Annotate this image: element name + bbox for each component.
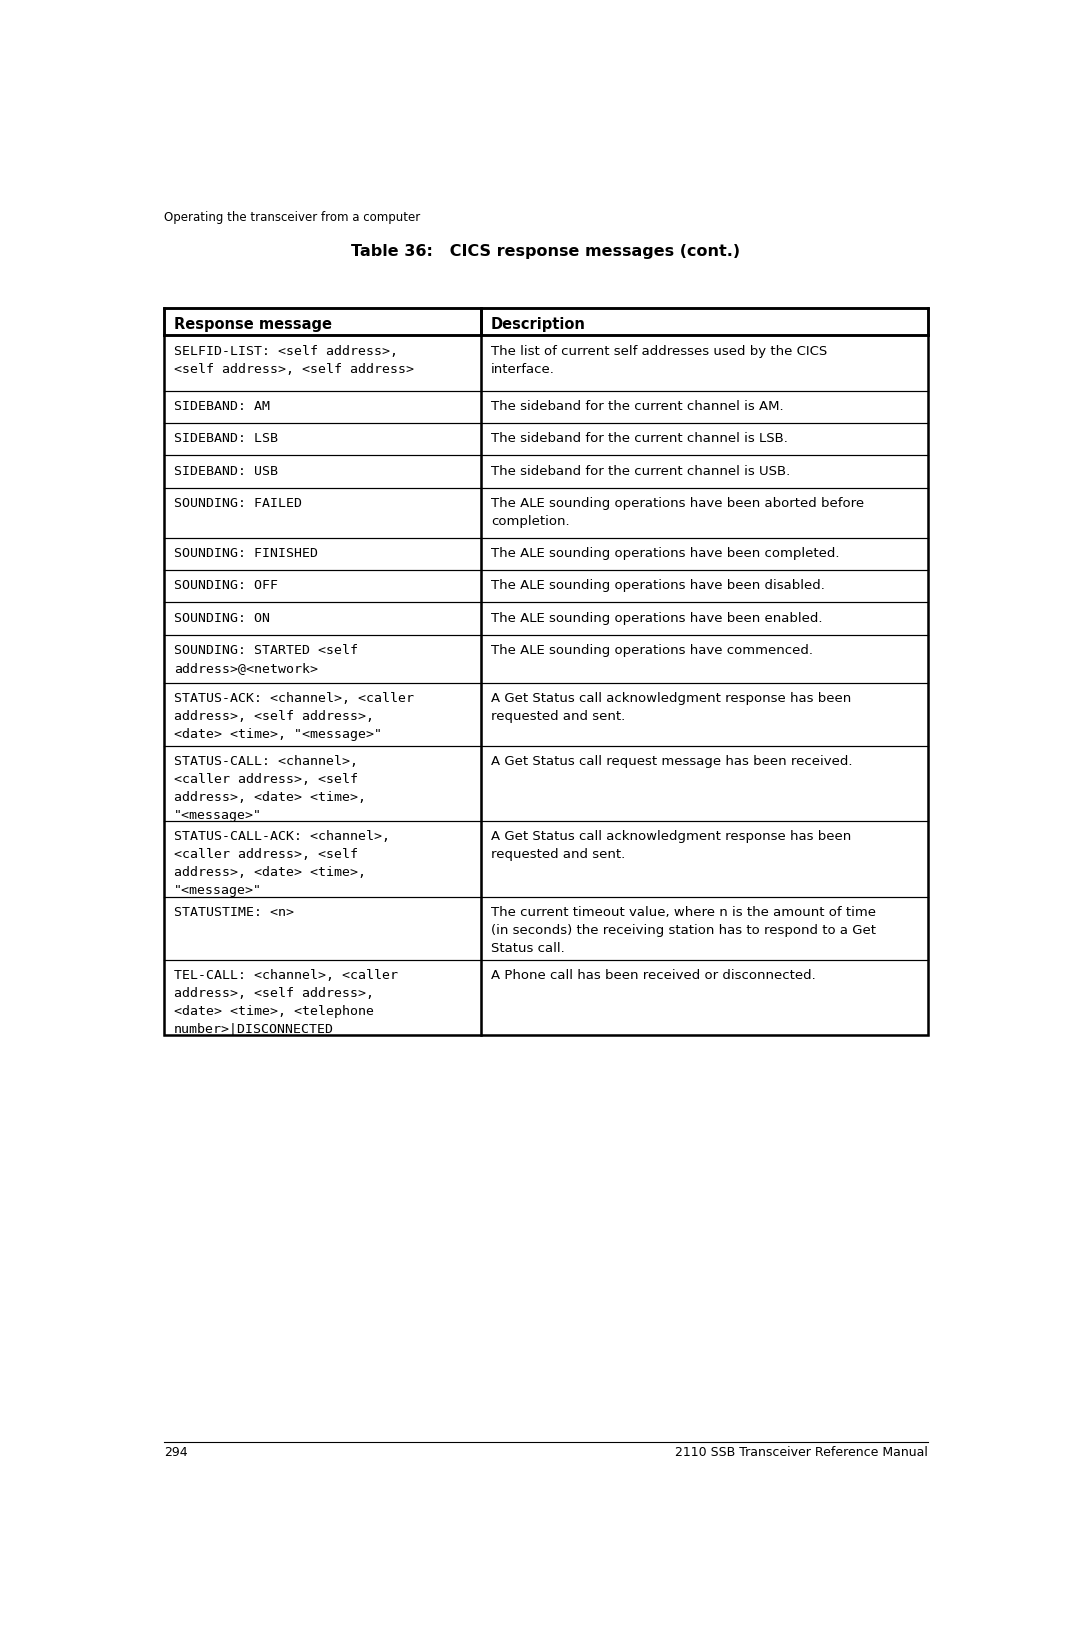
Text: SOUNDING: OFF: SOUNDING: OFF [175,579,278,592]
Text: The ALE sounding operations have been enabled.: The ALE sounding operations have been en… [491,611,822,624]
Text: A Get Status call acknowledgment response has been
requested and sent.: A Get Status call acknowledgment respons… [491,692,851,723]
Bar [164,308,481,336]
Text: The list of current self addresses used by the CICS
interface.: The list of current self addresses used … [491,344,828,375]
Bar [481,603,928,634]
Text: STATUS-CALL-ACK: <channel>,
<caller address>, <self
address>, <date> <time>,
"<m: STATUS-CALL-ACK: <channel>, <caller addr… [175,831,390,898]
Text: SIDEBAND: AM: SIDEBAND: AM [175,400,271,413]
Bar [481,634,928,682]
Bar [164,456,481,488]
Text: The current timeout value, where n is the amount of time
(in seconds) the receiv: The current timeout value, where n is th… [491,906,876,956]
Bar [481,336,928,390]
Text: Description: Description [491,316,586,331]
Bar [164,423,481,456]
Bar [164,488,481,538]
Bar [164,897,481,960]
Bar [481,390,928,423]
Text: SOUNDING: FAILED: SOUNDING: FAILED [175,497,302,510]
Text: The ALE sounding operations have commenced.: The ALE sounding operations have commenc… [491,644,813,657]
Bar [164,538,481,570]
Bar [164,821,481,897]
Text: A Phone call has been received or disconnected.: A Phone call has been received or discon… [491,969,816,982]
Text: The ALE sounding operations have been disabled.: The ALE sounding operations have been di… [491,579,825,592]
Bar [164,746,481,821]
Bar [481,682,928,746]
Text: TEL-CALL: <channel>, <caller
address>, <self address>,
<date> <time>, <telephone: TEL-CALL: <channel>, <caller address>, <… [175,969,398,1036]
Text: 2110 SSB Transceiver Reference Manual: 2110 SSB Transceiver Reference Manual [674,1446,928,1459]
Text: The sideband for the current channel is USB.: The sideband for the current channel is … [491,464,790,477]
Bar [164,336,481,390]
Text: A Get Status call request message has been received.: A Get Status call request message has be… [491,756,852,769]
Text: SELFID-LIST: <self address>,
<self address>, <self address>: SELFID-LIST: <self address>, <self addre… [175,344,414,375]
Bar [164,390,481,423]
Bar [164,308,928,1036]
Bar [481,538,928,570]
Text: STATUS-CALL: <channel>,
<caller address>, <self
address>, <date> <time>,
"<messa: STATUS-CALL: <channel>, <caller address>… [175,756,366,821]
Bar [164,960,481,1036]
Text: SOUNDING: ON: SOUNDING: ON [175,611,271,624]
Bar [164,634,481,682]
Text: Response message: Response message [175,316,332,331]
Text: The sideband for the current channel is LSB.: The sideband for the current channel is … [491,433,788,446]
Bar [481,960,928,1036]
Text: STATUSTIME: <n>: STATUSTIME: <n> [175,906,294,919]
Bar [164,603,481,634]
Bar [481,423,928,456]
Text: A Get Status call acknowledgment response has been
requested and sent.: A Get Status call acknowledgment respons… [491,831,851,862]
Bar [481,897,928,960]
Text: SIDEBAND: LSB: SIDEBAND: LSB [175,433,278,446]
Text: SOUNDING: STARTED <self
address>@<network>: SOUNDING: STARTED <self address>@<networ… [175,644,358,675]
Bar [481,570,928,603]
Bar [481,456,928,488]
Text: Table 36:   CICS response messages (cont.): Table 36: CICS response messages (cont.) [351,244,740,259]
Text: The sideband for the current channel is AM.: The sideband for the current channel is … [491,400,784,413]
Text: The ALE sounding operations have been completed.: The ALE sounding operations have been co… [491,547,839,561]
Bar [481,308,928,336]
Text: STATUS-ACK: <channel>, <caller
address>, <self address>,
<date> <time>, "<messag: STATUS-ACK: <channel>, <caller address>,… [175,692,414,741]
Text: 294: 294 [164,1446,187,1459]
Bar [164,570,481,603]
Bar [481,488,928,538]
Text: The ALE sounding operations have been aborted before
completion.: The ALE sounding operations have been ab… [491,497,864,528]
Text: SOUNDING: FINISHED: SOUNDING: FINISHED [175,547,318,561]
Text: SIDEBAND: USB: SIDEBAND: USB [175,464,278,477]
Bar [481,821,928,897]
Bar [164,682,481,746]
Bar [481,746,928,821]
Text: Operating the transceiver from a computer: Operating the transceiver from a compute… [164,210,421,223]
